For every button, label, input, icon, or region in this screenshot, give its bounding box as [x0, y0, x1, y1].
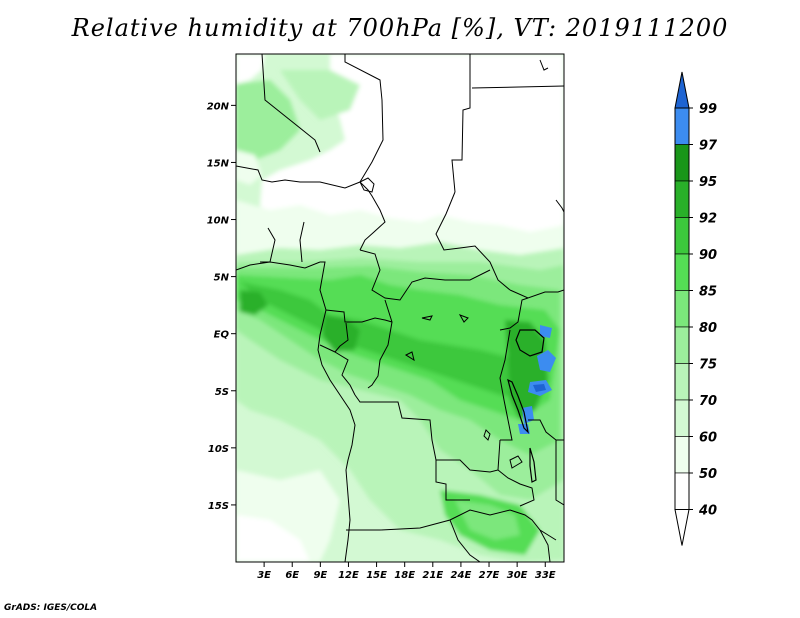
colorbar-label: 70 — [699, 394, 717, 409]
lon-tick-label: 15E — [366, 570, 387, 581]
lat-tick-label: 20N — [207, 101, 230, 112]
colorbar-top-arrow — [674, 71, 690, 109]
lon-tick-label: 33E — [535, 570, 556, 581]
colorbar-outline — [674, 107, 690, 510]
grads-credit: GrADS: IGES/COLA — [4, 603, 98, 613]
lon-tick-label: 9E — [313, 570, 327, 581]
colorbar-segment — [674, 217, 690, 255]
longitude-axis: 3E 6E 9E 12E 15E 18E 21E 24E 27E 30E 33E — [257, 562, 556, 581]
colorbar-segment — [674, 436, 690, 474]
band-90-patch-gabon — [322, 315, 360, 352]
lon-tick-label: 21E — [422, 570, 443, 581]
lat-tick-label: 5N — [214, 273, 230, 284]
colorbar-segment — [674, 107, 690, 145]
colorbar-segment — [674, 363, 690, 401]
white-region-southwest — [236, 515, 310, 562]
lon-tick-label: 3E — [257, 570, 271, 581]
colorbar-label: 90 — [699, 248, 717, 263]
humidity-field — [236, 54, 564, 562]
band-90-patch-west — [240, 290, 268, 315]
colorbar-label: 50 — [699, 467, 717, 482]
colorbar-label: 95 — [699, 175, 717, 190]
patch-nw-dry — [236, 150, 262, 185]
latitude-axis: 20N 15N 10N 5N EQ 5S 10S 15S — [207, 101, 236, 512]
country-borders — [236, 54, 564, 562]
colorbar-segment — [674, 253, 690, 291]
lon-tick-label: 12E — [338, 570, 359, 581]
patch-north-moist — [236, 80, 300, 165]
lon-tick-label: 6E — [285, 570, 299, 581]
colorbar-label: 85 — [699, 285, 717, 300]
lat-tick-label: 10N — [207, 216, 230, 227]
colorbar-label: 97 — [699, 139, 718, 154]
band-85 — [240, 282, 540, 400]
colorbar-segment — [674, 144, 690, 182]
lat-tick-label: 5S — [215, 387, 229, 398]
colorbar-segment — [674, 290, 690, 328]
colorbar-label: 75 — [699, 358, 717, 373]
colorbar-label: 40 — [698, 504, 717, 519]
colorbar-segment — [674, 399, 690, 437]
colorbar-label: 80 — [699, 321, 717, 336]
band-50 — [236, 200, 564, 260]
map-title: Relative humidity at 700hPa [%], VT: 201… — [71, 14, 729, 42]
lon-tick-label: 18E — [394, 570, 415, 581]
colorbar-label: 60 — [699, 431, 717, 446]
colorbar-segment — [674, 472, 690, 510]
colorbar-label: 92 — [699, 212, 717, 227]
lat-tick-label: EQ — [214, 330, 230, 341]
lat-tick-label: 15S — [208, 501, 229, 512]
colorbar-segment — [674, 326, 690, 364]
colorbar-segment — [674, 180, 690, 218]
patch-north-moist-2 — [280, 70, 360, 120]
lon-tick-label: 30E — [507, 570, 528, 581]
map-frame — [235, 53, 565, 563]
lat-tick-label: 10S — [208, 444, 229, 455]
lon-tick-label: 24E — [451, 570, 472, 581]
colorbar: 99 97 95 92 90 85 80 75 70 60 50 40 — [674, 71, 718, 546]
colorbar-label: 99 — [699, 102, 717, 117]
colorbar-bottom-arrow — [674, 509, 690, 546]
lat-tick-label: 15N — [207, 158, 230, 169]
lon-tick-label: 27E — [479, 570, 500, 581]
dry-region-northwest — [236, 54, 265, 84]
